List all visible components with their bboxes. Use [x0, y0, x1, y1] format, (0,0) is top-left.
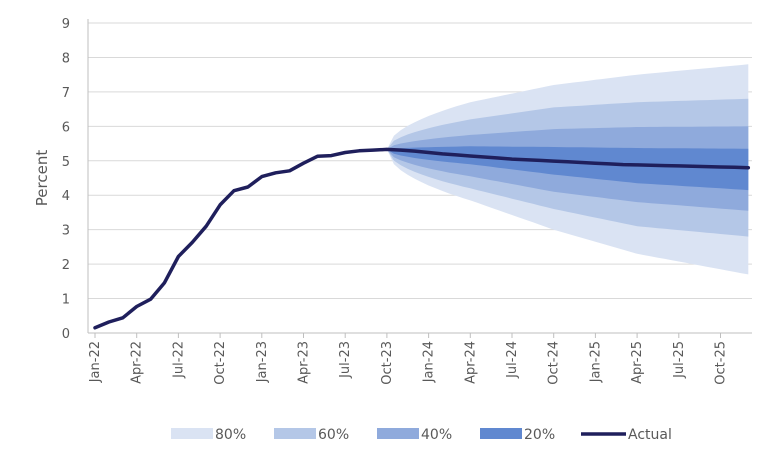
legend-label: 60%	[318, 427, 349, 443]
legend-label: 20%	[524, 427, 555, 443]
x-tick-label: Jan-24	[422, 341, 437, 383]
legend-label: 80%	[215, 427, 246, 443]
legend-label: 40%	[421, 427, 452, 443]
y-tick-label: 8	[62, 51, 70, 66]
y-axis-label: Percent	[33, 150, 51, 207]
y-tick-label: 0	[62, 327, 70, 342]
y-tick-label: 1	[62, 293, 70, 308]
y-tick-label: 7	[62, 86, 70, 101]
x-tick-labels: Jan-22 Apr-22 Jul-22 Oct-22 Jan-23 Apr-23 Jul-…	[88, 333, 729, 385]
y-tick-label: 5	[62, 155, 70, 170]
legend-label: Actual	[628, 427, 672, 443]
axes	[87, 19, 752, 334]
legend: 80% 60% 40% 20% Actual	[171, 427, 672, 443]
legend-swatch-20pct	[480, 428, 522, 439]
x-tick-label: Apr-25	[630, 341, 645, 384]
x-tick-label: Jan-25	[588, 341, 603, 383]
x-tick-label: Jul-25	[672, 341, 687, 379]
x-tick-label: Jan-22	[88, 341, 103, 383]
x-tick-label: Oct-25	[714, 341, 729, 385]
y-tick-label: 4	[62, 189, 70, 204]
x-tick-label: Oct-22	[213, 341, 228, 385]
x-tick-label: Apr-24	[463, 341, 478, 384]
y-tick-label: 9	[62, 17, 70, 32]
fan-bands	[386, 64, 749, 275]
x-tick-label: Apr-22	[130, 341, 145, 384]
x-tick-label: Jul-23	[338, 341, 353, 379]
x-tick-label: Jan-23	[255, 341, 270, 383]
x-tick-label: Oct-24	[547, 341, 562, 385]
x-tick-label: Oct-23	[380, 341, 395, 385]
y-tick-label: 3	[62, 224, 70, 239]
x-tick-label: Apr-23	[297, 341, 312, 384]
legend-swatch-60pct	[274, 428, 316, 439]
legend-swatch-80pct	[171, 428, 213, 439]
actual-line	[93, 147, 751, 330]
x-tick-label: Jul-24	[505, 341, 520, 379]
actual-series-line	[93, 147, 751, 330]
x-tick-label: Jul-22	[171, 341, 186, 379]
y-tick-label: 2	[62, 258, 70, 273]
legend-swatch-40pct	[377, 428, 419, 439]
y-tick-labels: 0 1 2 3 4 5 6 7 8 9	[62, 17, 70, 342]
y-tick-label: 6	[62, 120, 70, 135]
